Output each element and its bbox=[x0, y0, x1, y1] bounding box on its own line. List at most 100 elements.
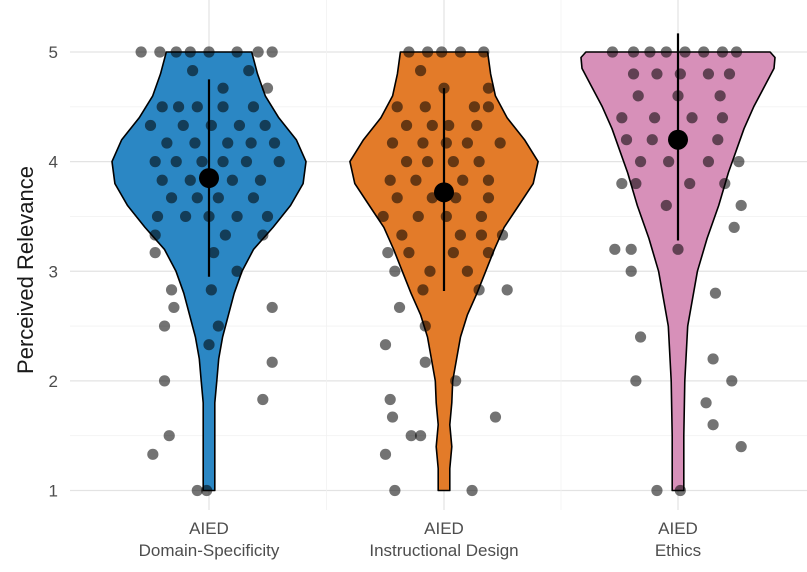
x-tick-label: Domain-Specificity bbox=[139, 541, 280, 560]
data-point bbox=[189, 137, 201, 149]
data-point bbox=[684, 177, 696, 190]
data-point bbox=[400, 119, 413, 132]
data-point bbox=[382, 247, 394, 259]
jitter-points bbox=[135, 46, 747, 497]
data-point bbox=[266, 301, 278, 314]
data-point bbox=[158, 320, 171, 332]
y-tick-label: 4 bbox=[49, 153, 58, 172]
data-point bbox=[440, 210, 452, 223]
data-point bbox=[386, 137, 399, 149]
data-point bbox=[254, 174, 267, 186]
data-point bbox=[201, 484, 213, 497]
data-point bbox=[191, 101, 203, 113]
data-point bbox=[634, 331, 647, 343]
y-axis-label: Perceived Relevance bbox=[13, 166, 38, 374]
mean-marker bbox=[668, 129, 688, 150]
data-point bbox=[651, 484, 663, 497]
data-point bbox=[674, 484, 686, 497]
data-point bbox=[702, 68, 715, 80]
data-point bbox=[217, 82, 229, 94]
data-point bbox=[716, 46, 729, 58]
data-point bbox=[632, 90, 644, 102]
data-point bbox=[233, 119, 246, 132]
violin-3 bbox=[580, 51, 776, 492]
y-tick-label: 3 bbox=[49, 262, 58, 281]
data-point bbox=[377, 210, 389, 223]
data-point bbox=[482, 247, 495, 259]
data-point bbox=[231, 210, 243, 223]
data-point bbox=[240, 156, 253, 168]
data-point bbox=[616, 177, 628, 190]
data-point bbox=[203, 46, 215, 58]
data-point bbox=[630, 177, 642, 190]
data-point bbox=[172, 101, 185, 113]
data-point bbox=[461, 265, 473, 277]
data-point bbox=[663, 156, 675, 168]
data-point bbox=[165, 192, 178, 204]
x-tick-label: AIED bbox=[189, 519, 229, 538]
data-point bbox=[723, 68, 736, 80]
data-point bbox=[625, 243, 637, 255]
data-point bbox=[379, 448, 392, 460]
y-tick-label: 5 bbox=[49, 43, 58, 62]
y-tick-label: 1 bbox=[49, 482, 58, 501]
data-point bbox=[268, 137, 281, 149]
data-point bbox=[156, 174, 168, 186]
data-point bbox=[457, 174, 469, 186]
data-point bbox=[149, 247, 161, 259]
data-point bbox=[184, 174, 196, 186]
data-point bbox=[151, 210, 164, 223]
data-point bbox=[412, 210, 424, 223]
data-point bbox=[147, 448, 159, 460]
data-point bbox=[501, 284, 513, 296]
data-point bbox=[620, 134, 633, 146]
data-point bbox=[473, 284, 485, 296]
data-point bbox=[478, 46, 490, 58]
data-point bbox=[415, 65, 427, 77]
data-point bbox=[393, 301, 406, 314]
data-point bbox=[450, 375, 462, 387]
data-point bbox=[698, 46, 710, 58]
data-point bbox=[257, 393, 269, 406]
data-point bbox=[226, 174, 238, 186]
data-point bbox=[231, 46, 243, 58]
data-point bbox=[440, 137, 452, 149]
data-point bbox=[419, 320, 431, 332]
data-point bbox=[135, 46, 147, 58]
data-point bbox=[384, 393, 396, 406]
data-point bbox=[482, 174, 495, 186]
data-point bbox=[184, 46, 196, 58]
x-tick-label: AIED bbox=[658, 519, 698, 538]
data-point bbox=[417, 284, 429, 296]
mean-marker bbox=[199, 168, 219, 189]
data-point bbox=[422, 46, 434, 58]
data-point bbox=[735, 441, 747, 453]
data-point bbox=[203, 339, 215, 351]
data-point bbox=[494, 137, 506, 149]
mean-marker bbox=[434, 182, 454, 203]
data-point bbox=[419, 356, 431, 368]
data-point bbox=[496, 229, 509, 241]
data-point bbox=[247, 101, 260, 113]
data-point bbox=[403, 247, 415, 259]
data-point bbox=[212, 192, 224, 204]
data-point bbox=[454, 229, 466, 241]
data-point bbox=[144, 119, 157, 132]
data-point bbox=[651, 68, 663, 80]
data-point bbox=[149, 156, 161, 168]
data-point bbox=[403, 46, 415, 58]
data-point bbox=[415, 430, 427, 442]
data-point bbox=[686, 112, 698, 124]
data-point bbox=[627, 46, 640, 58]
data-point bbox=[386, 411, 399, 423]
data-point bbox=[417, 137, 429, 149]
data-point bbox=[156, 101, 168, 113]
data-point bbox=[634, 156, 647, 168]
data-point bbox=[170, 156, 182, 168]
data-point bbox=[261, 210, 274, 223]
data-point bbox=[389, 484, 401, 497]
data-point bbox=[410, 174, 422, 186]
data-point bbox=[443, 119, 455, 132]
data-point bbox=[261, 82, 274, 94]
data-point bbox=[726, 375, 738, 387]
